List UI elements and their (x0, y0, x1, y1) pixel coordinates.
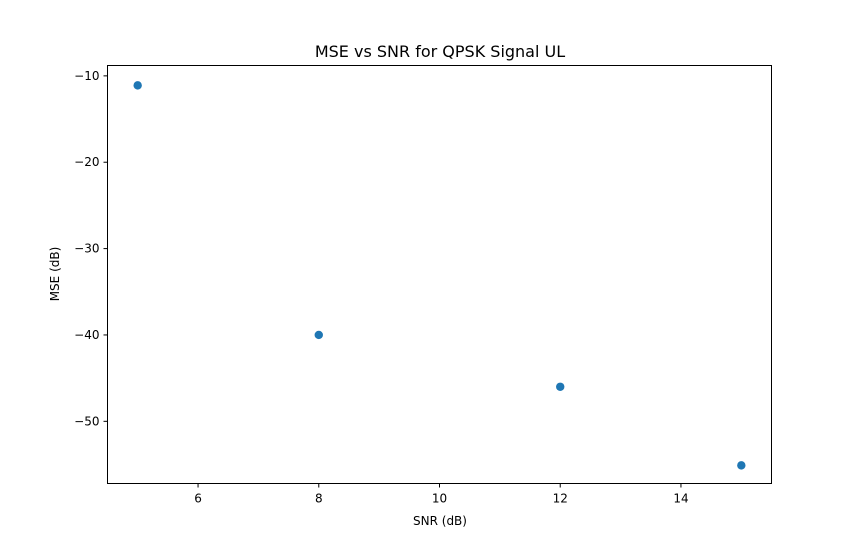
x-axis: 6 8 10 12 14 (194, 483, 689, 506)
y-tick-label: −50 (74, 414, 99, 428)
x-tick-label: 12 (553, 492, 568, 506)
y-tick-label: −40 (74, 328, 99, 342)
y-axis: −10 −20 −30 −40 −50 (74, 69, 108, 428)
plot-area-frame (107, 65, 772, 484)
y-tick-label: −10 (74, 69, 99, 83)
y-tick-label: −30 (74, 242, 99, 256)
x-tick-label: 10 (432, 492, 447, 506)
y-axis-label: MSE (dB) (48, 247, 62, 302)
data-points (133, 81, 746, 470)
data-point (133, 81, 142, 90)
y-tick-label: −20 (74, 155, 99, 169)
data-point (737, 461, 746, 470)
x-tick-label: 8 (315, 492, 323, 506)
data-point (556, 382, 565, 391)
chart-title: MSE vs SNR for QPSK Signal UL (315, 42, 565, 61)
x-axis-label: SNR (dB) (413, 514, 467, 528)
x-tick-label: 14 (673, 492, 688, 506)
data-point (314, 330, 323, 340)
x-tick-label: 6 (194, 492, 202, 506)
